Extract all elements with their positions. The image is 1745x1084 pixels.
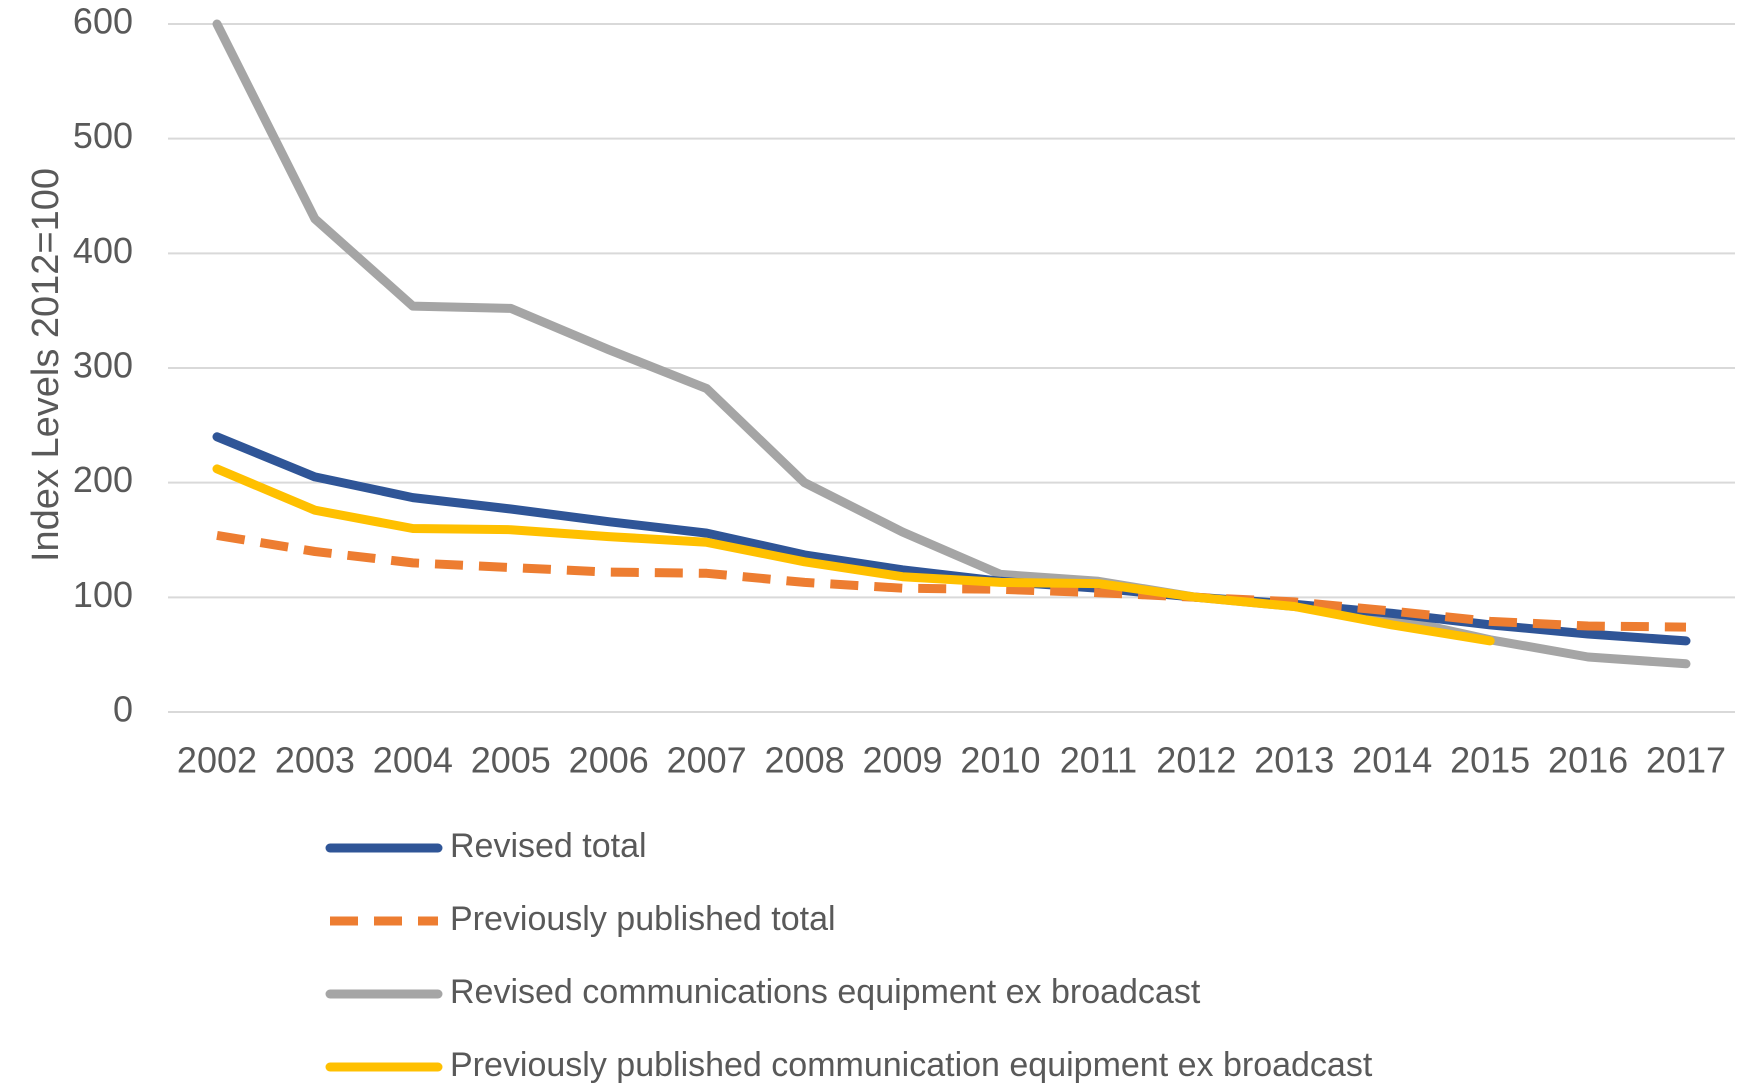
y-tick-label: 200: [73, 459, 133, 500]
x-tick-label: 2002: [177, 740, 257, 781]
x-tick-label: 2015: [1450, 740, 1530, 781]
x-tick-label: 2009: [862, 740, 942, 781]
gridlines: [168, 23, 1735, 713]
legend-label-1: Revised total: [450, 827, 647, 865]
series-line-2: [216, 530, 1687, 632]
x-tick-label: 2017: [1646, 740, 1726, 781]
legend: Revised total Previously published total R…: [325, 827, 1373, 1084]
x-tick-label: 2013: [1254, 740, 1334, 781]
y-tick-label: 100: [73, 574, 133, 615]
y-tick-label: 300: [73, 345, 133, 386]
x-tick-label: 2011: [1060, 740, 1137, 781]
y-axis-tick-labels: 0 100 200 300 400 500 600: [73, 1, 133, 730]
legend-label-4: Previously published communication equip…: [450, 1046, 1373, 1084]
y-axis-title: Index Levels 2012=100: [25, 168, 67, 562]
x-tick-label: 2007: [667, 740, 747, 781]
legend-label-2: Previously published total: [450, 900, 836, 938]
x-tick-label: 2004: [373, 740, 453, 781]
x-tick-label: 2012: [1156, 740, 1236, 781]
x-axis-tick-labels: 2002 2003 2004 2005 2006 2007 2008 2009 2010 2011…: [177, 740, 1726, 781]
series-lines: [212, 19, 1691, 669]
series-line-1: [212, 432, 1691, 646]
x-tick-label: 2016: [1548, 740, 1628, 781]
legend-label-3: Revised communications equipment ex broa…: [450, 973, 1201, 1011]
x-tick-label: 2014: [1352, 740, 1432, 781]
y-tick-label: 0: [113, 689, 133, 730]
x-tick-label: 2005: [471, 740, 551, 781]
x-tick-label: 2003: [275, 740, 355, 781]
series-line-4: [212, 464, 1495, 646]
y-tick-label: 400: [73, 230, 133, 271]
x-tick-label: 2008: [765, 740, 845, 781]
x-tick-label: 2006: [569, 740, 649, 781]
x-tick-label: 2010: [960, 740, 1040, 781]
y-tick-label: 600: [73, 1, 133, 42]
y-tick-label: 500: [73, 115, 133, 156]
